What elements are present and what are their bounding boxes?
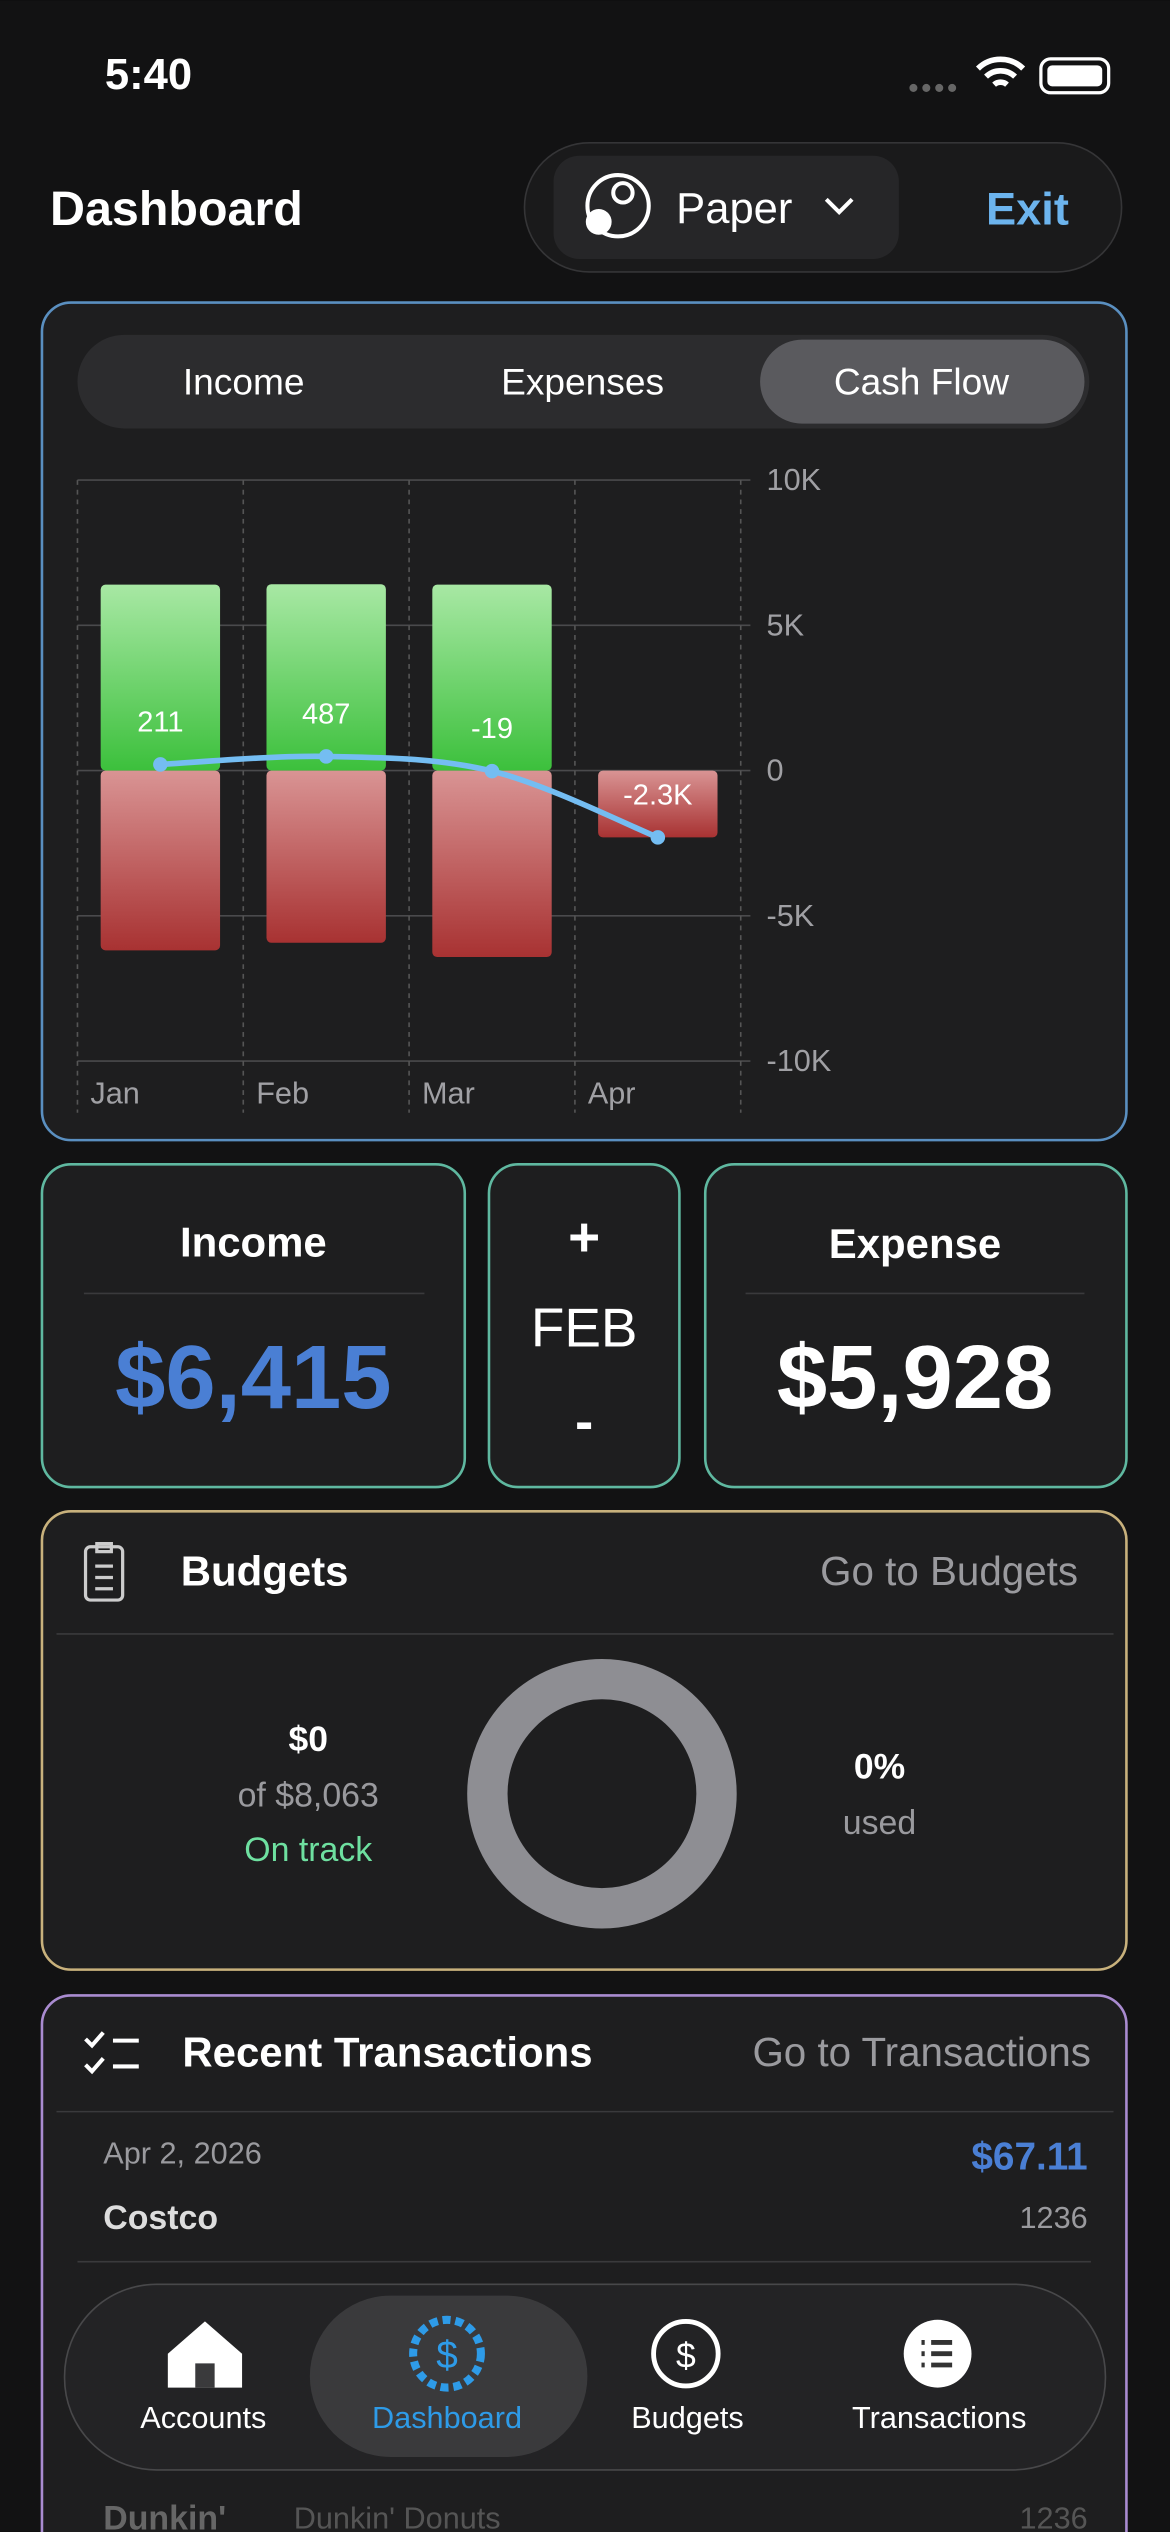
bar (266, 584, 386, 771)
bar (100, 770, 221, 951)
x-tick-label: Mar (422, 1076, 475, 1110)
y-tick-label: 5K (767, 608, 805, 642)
account-name[interactable]: Paper (676, 185, 792, 233)
transactions-link[interactable]: Go to Transactions (752, 2029, 1090, 2075)
expense-amount: $5,928 (777, 1327, 1053, 1428)
y-tick-label: 10K (767, 463, 822, 497)
wifi (975, 56, 1026, 88)
segment-tab[interactable]: Cash Flow (834, 361, 1009, 403)
x-tick-label: Feb (256, 1076, 309, 1110)
transaction-name[interactable]: Dunkin' (103, 2499, 226, 2532)
bar (432, 584, 552, 771)
value-label: -2.3K (623, 779, 693, 811)
income-amount: $6,415 (115, 1327, 391, 1428)
budgets-link[interactable]: Go to Budgets (820, 1548, 1078, 1594)
income-card (40, 1163, 467, 1489)
previous-month[interactable]: - (575, 1390, 593, 1452)
bar (598, 770, 718, 838)
account-icon (585, 173, 651, 239)
budget-icon-lines (95, 1541, 113, 1591)
net-point (650, 830, 666, 845)
segment-tab[interactable]: Expenses (501, 361, 664, 403)
transaction-description: Dunkin' Donuts (294, 2501, 501, 2532)
account-icon-check (585, 208, 612, 235)
dashboard-icon (409, 2315, 485, 2392)
income-label: Income (180, 1218, 327, 1265)
signal (909, 83, 957, 92)
x-tick-label: Apr (588, 1076, 636, 1110)
net-point (318, 749, 334, 764)
net-line (160, 753, 659, 840)
bar (266, 770, 386, 943)
transaction-amount: $67.11 (971, 2135, 1087, 2178)
tab-label[interactable]: Accounts (140, 2401, 266, 2435)
exit-button[interactable]: Exit (986, 183, 1069, 234)
transaction-account: 1236 (1019, 2501, 1087, 2532)
budget-icon (83, 1545, 125, 1602)
budgets-icon-symbol: $ (676, 2335, 696, 2375)
budgets-card (40, 1510, 1128, 1971)
battery-level (1047, 65, 1103, 87)
budget-status: On track (244, 1831, 372, 1869)
budget-ring (467, 1658, 737, 1929)
tab-label[interactable]: Transactions (852, 2401, 1026, 2435)
chart: -10K -5K 0 5K 10K Jan Feb Mar Apr 211 487 -19 -2.3K (76, 463, 832, 1113)
accounts-icon-door (195, 2363, 215, 2388)
transactions-icon (84, 2031, 139, 2075)
month: FEB (531, 1296, 638, 1358)
net-point (153, 757, 168, 772)
budget-percent-caption: used (843, 1804, 916, 1842)
budgets-icon (651, 2318, 721, 2389)
chevron (824, 197, 854, 216)
budget-total: of $8,063 (238, 1776, 379, 1814)
tab-label[interactable]: Budgets (631, 2401, 744, 2435)
transactions-tab-icon-lines (921, 2339, 953, 2368)
value-label: -19 (471, 713, 513, 745)
month-card (487, 1163, 681, 1489)
bar (100, 584, 221, 771)
tab-label[interactable]: Dashboard (372, 2401, 522, 2435)
accounts-icon (167, 2321, 243, 2388)
value-label: 487 (302, 698, 350, 730)
expense-card (703, 1163, 1128, 1489)
segment-tab[interactable]: Income (183, 361, 305, 403)
transaction-account: 1236 (1019, 2201, 1087, 2235)
net-point (484, 763, 500, 779)
expense-label: Expense (829, 1220, 1002, 1267)
budget-percent: 0% (854, 1746, 905, 1786)
y-tick-label: -5K (767, 899, 815, 933)
y-tick-label: 0 (767, 754, 784, 788)
segment-selected (760, 339, 1085, 424)
budget-spent: $0 (288, 1719, 328, 1759)
budgets-title: Budgets (181, 1548, 349, 1595)
value-label: 211 (137, 706, 183, 738)
transaction-name[interactable]: Costco (103, 2199, 218, 2237)
y-tick-label: -10K (767, 1044, 832, 1078)
account-icon-head (611, 181, 635, 205)
battery (1039, 57, 1111, 95)
time: 5:40 (105, 51, 192, 99)
page-title: Dashboard (50, 182, 303, 236)
bar (432, 770, 552, 958)
x-tick-label: Jan (90, 1076, 139, 1110)
dashboard-icon-symbol: $ (436, 2334, 458, 2377)
next-month[interactable]: + (568, 1206, 600, 1268)
tab-selected (309, 2295, 588, 2457)
transactions-title: Recent Transactions (182, 2028, 592, 2075)
transaction-date: Apr 2, 2026 (103, 2137, 262, 2171)
